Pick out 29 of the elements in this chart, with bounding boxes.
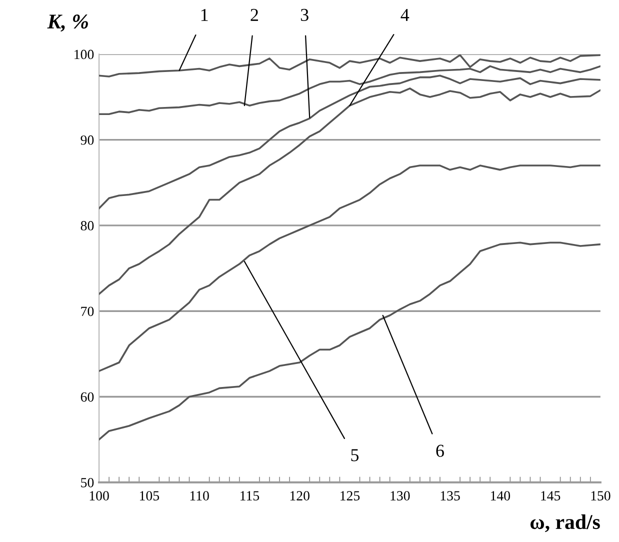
x-axis-title: ω, rad/s <box>530 514 600 532</box>
y-tick-label: 100 <box>74 50 94 60</box>
y-tick-label: 70 <box>81 306 94 316</box>
x-tick-label: 135 <box>440 491 460 500</box>
line-series <box>99 242 600 440</box>
x-tick-label: 105 <box>140 491 160 500</box>
y-tick-label: 50 <box>81 478 94 488</box>
x-tick-label: 125 <box>340 491 360 500</box>
x-tick-label: 120 <box>290 491 310 500</box>
x-tick-label: 130 <box>390 491 410 500</box>
annotation: 5 <box>351 449 359 462</box>
y-axis-title: K, % <box>47 14 88 32</box>
x-tick-label: 110 <box>190 491 209 500</box>
x-tick-label: 115 <box>240 491 260 500</box>
annotation: 6 <box>436 444 444 457</box>
x-tick-label: 145 <box>541 491 560 500</box>
y-tick-label: 60 <box>80 392 94 402</box>
line-series <box>99 88 600 295</box>
y-tick-label: 90 <box>80 135 94 145</box>
x-tick-label: 150 <box>591 491 610 500</box>
x-tick-label: 100 <box>90 491 109 500</box>
annotation: 4 <box>400 8 410 21</box>
y-tick-label: 80 <box>80 221 94 230</box>
annotation: 1 <box>201 8 208 21</box>
line-series <box>99 74 600 210</box>
annotation: 2 <box>250 8 258 21</box>
x-tick-label: 140 <box>490 491 510 500</box>
annotation: 3 <box>300 8 308 22</box>
line-series <box>99 164 600 372</box>
